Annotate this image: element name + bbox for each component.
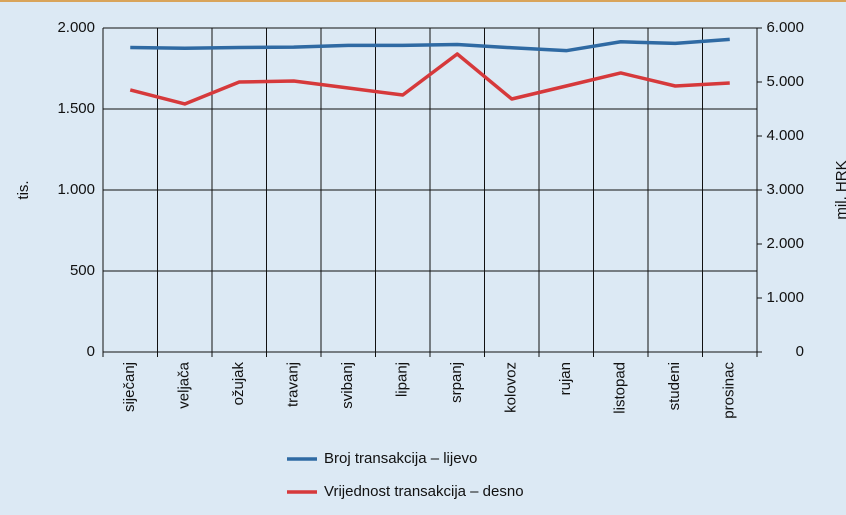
x-tick-label: ožujak bbox=[230, 362, 247, 406]
y2-tick-label: 4.000 bbox=[766, 127, 804, 144]
legend-label: Vrijednost transakcija – desno bbox=[324, 483, 524, 500]
y-tick-label: 0 bbox=[87, 343, 95, 360]
y-tick-label: 2.000 bbox=[57, 19, 95, 36]
x-tick-label: prosinac bbox=[721, 362, 738, 419]
y-axis-label: tis. bbox=[15, 180, 32, 199]
series-line bbox=[130, 37, 730, 53]
x-tick-label: travanj bbox=[285, 362, 302, 407]
y2-tick-label: 2.000 bbox=[766, 235, 804, 252]
y-tick-label: 1.500 bbox=[57, 100, 95, 117]
x-tick-label: listopad bbox=[612, 362, 629, 414]
x-tick-label: svibanj bbox=[339, 362, 356, 409]
y2-tick-label: 1.000 bbox=[766, 289, 804, 306]
x-tick-label: veljača bbox=[176, 361, 193, 408]
y2-tick-label: 0 bbox=[796, 343, 804, 360]
x-tick-label: rujan bbox=[557, 362, 574, 395]
y-tick-label: 1.000 bbox=[57, 181, 95, 198]
series-line bbox=[129, 52, 730, 106]
x-tick-label: studeni bbox=[666, 362, 683, 410]
x-tick-label: kolovoz bbox=[503, 362, 520, 413]
y2-tick-label: 6.000 bbox=[766, 19, 804, 36]
x-tick-label: siječanj bbox=[121, 362, 138, 412]
y2-tick-label: 3.000 bbox=[766, 181, 804, 198]
y-tick-label: 500 bbox=[70, 262, 95, 279]
x-tick-label: lipanj bbox=[394, 362, 411, 397]
y2-tick-label: 5.000 bbox=[766, 73, 804, 90]
top-rule bbox=[0, 0, 846, 2]
y2-axis-label: mil. HRK bbox=[833, 160, 846, 219]
x-tick-label: srpanj bbox=[448, 362, 465, 403]
legend-label: Broj transakcija – lijevo bbox=[324, 450, 477, 467]
